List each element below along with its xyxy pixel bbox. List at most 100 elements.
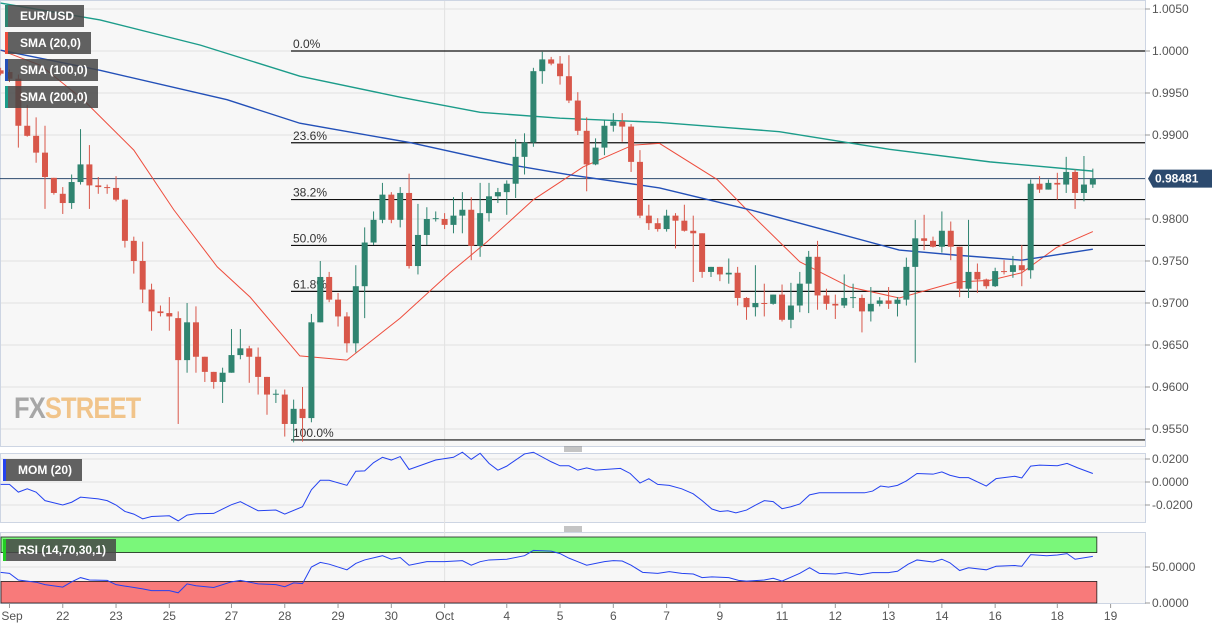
sma200-line — [0, 2, 1093, 172]
y-axis-label: 1.0050 — [1152, 2, 1189, 16]
candle-body — [1072, 171, 1079, 193]
x-axis-label: 27 — [225, 609, 239, 623]
candle-body — [414, 234, 421, 267]
candle — [95, 177, 102, 194]
x-axis-label: Oct — [435, 609, 454, 623]
candle-body — [1089, 178, 1096, 185]
x-axis-label: 28 — [278, 609, 292, 623]
candle-body — [645, 215, 652, 224]
candle — [645, 204, 652, 230]
mom-axis-label: 0.0200 — [1152, 452, 1189, 466]
candle-body — [619, 121, 626, 127]
candle — [113, 176, 120, 202]
candle — [432, 211, 439, 222]
candle-body — [876, 300, 883, 304]
candle-body — [33, 135, 40, 153]
candle-body — [894, 299, 901, 304]
candle — [1054, 172, 1061, 200]
candle — [459, 192, 466, 234]
candle-body — [770, 294, 777, 304]
candle-body — [743, 297, 750, 308]
candle-body — [370, 219, 377, 243]
candle-body — [264, 376, 270, 395]
candle-body — [1009, 265, 1016, 272]
legend-sma100[interactable]: SMA (100,0) — [5, 59, 98, 81]
candle-body — [361, 242, 368, 287]
candle-body — [175, 318, 182, 361]
candle-body — [95, 185, 102, 188]
candle — [468, 197, 475, 261]
candle-body — [1027, 183, 1034, 271]
candle — [175, 311, 182, 424]
candle — [708, 266, 714, 277]
candle — [1072, 169, 1079, 209]
candle — [530, 67, 537, 147]
logo-fx: FX — [14, 392, 46, 425]
candle-body — [50, 177, 57, 193]
candle-body — [184, 322, 191, 361]
candle-body — [494, 192, 501, 197]
candle — [423, 207, 430, 246]
legend-eurusd[interactable]: EUR/USD — [5, 5, 85, 27]
candle — [752, 265, 759, 317]
y-axis-label: 0.9650 — [1152, 338, 1189, 352]
x-axis-label: 4 — [503, 609, 510, 623]
x-axis-label: 13 — [882, 609, 896, 623]
candle — [921, 214, 928, 251]
candle-body — [335, 299, 342, 317]
candle-body — [397, 192, 404, 220]
candle-body — [663, 215, 670, 230]
candle — [885, 287, 892, 309]
legend-sma200[interactable]: SMA (200,0) — [5, 86, 98, 108]
candle-body — [1054, 182, 1061, 185]
candle — [761, 283, 768, 317]
rsi-overbought-zone — [0, 536, 1098, 554]
candle — [1018, 245, 1025, 287]
legend-rsi[interactable]: RSI (14,70,30,1) — [3, 539, 117, 561]
candle — [184, 303, 191, 373]
candle — [157, 305, 164, 317]
candle — [406, 173, 413, 269]
candle — [743, 297, 750, 320]
candle-body — [574, 100, 581, 131]
candle — [654, 218, 661, 232]
candle-body — [130, 240, 137, 261]
candle-body — [432, 218, 439, 220]
candle-body — [157, 311, 164, 314]
candle-body — [761, 303, 768, 304]
rsi-line — [0, 549, 1093, 594]
candle — [388, 192, 395, 224]
candle — [521, 133, 528, 175]
candle-body — [796, 283, 803, 306]
candle-body — [557, 63, 564, 77]
candle — [823, 288, 830, 310]
legend-sma20[interactable]: SMA (20,0) — [5, 32, 91, 54]
candle — [210, 371, 217, 389]
candle-body — [787, 305, 794, 320]
candle — [1009, 255, 1016, 278]
candle — [1089, 168, 1096, 188]
candle — [42, 125, 48, 209]
momentum-line — [0, 451, 1094, 522]
candle-body — [379, 194, 386, 220]
candle — [610, 113, 617, 132]
legend-mom[interactable]: MOM (20) — [3, 459, 82, 481]
candle — [1001, 260, 1008, 275]
candle-body — [912, 238, 919, 267]
candle — [237, 329, 244, 360]
candle — [930, 236, 936, 248]
candle — [86, 145, 93, 209]
candle-body — [486, 196, 492, 214]
candle-body — [548, 59, 555, 64]
candle-body — [166, 313, 173, 317]
sma20-line — [0, 49, 1094, 361]
fibonacci-level-label: 23.6% — [293, 129, 327, 143]
candle — [938, 211, 945, 253]
candle-body — [255, 356, 262, 377]
candle — [574, 92, 581, 135]
candle — [379, 182, 386, 224]
candle-body — [1036, 183, 1043, 190]
candle-body — [583, 130, 590, 165]
candle-body — [930, 240, 936, 247]
